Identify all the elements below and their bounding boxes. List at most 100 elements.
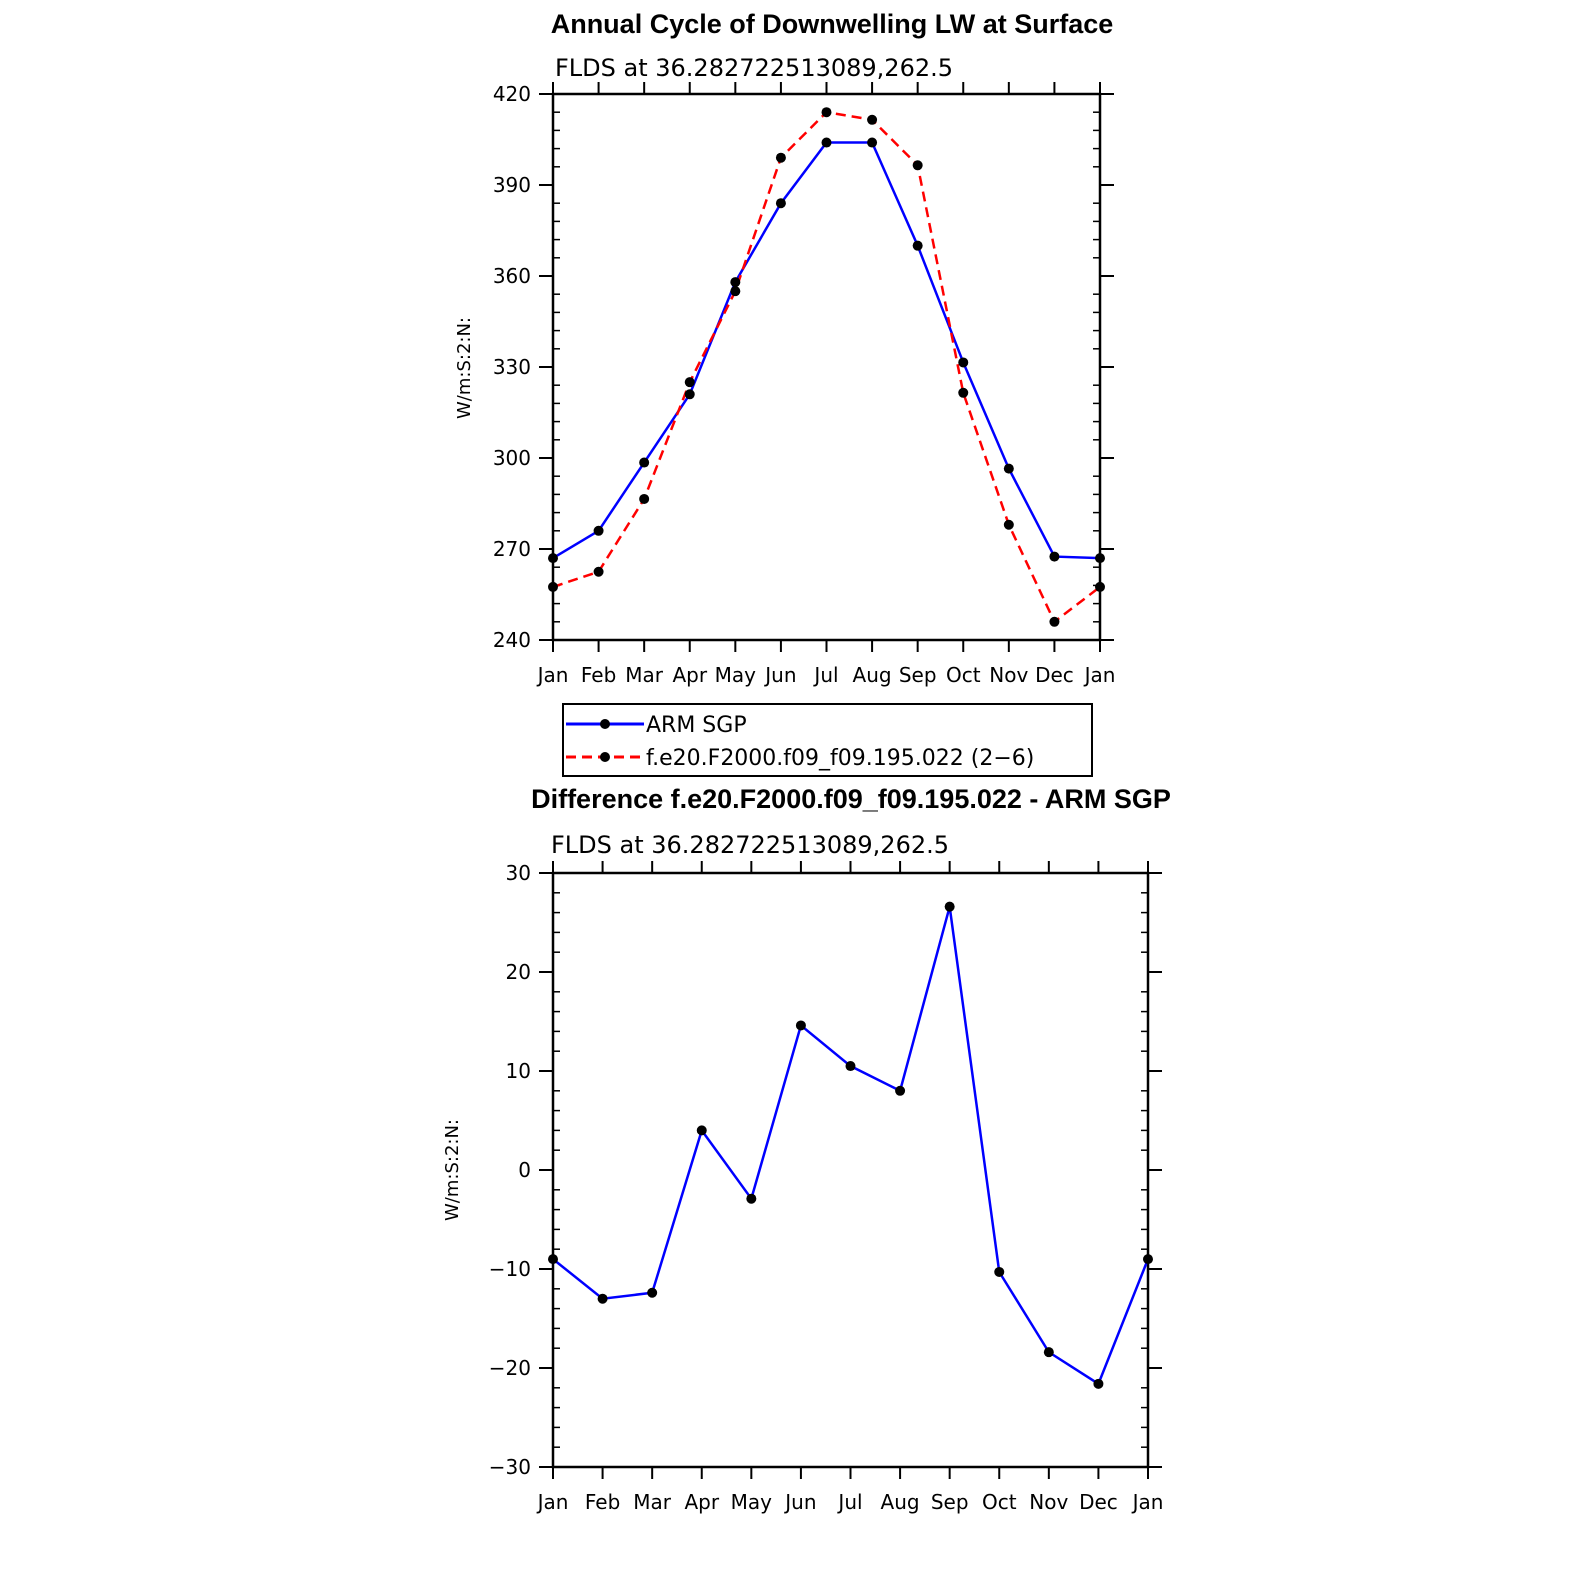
x-tick-label: Sep	[899, 663, 937, 687]
data-point	[821, 137, 832, 148]
y-tick-label: 270	[493, 537, 531, 561]
x-tick-label: Jan	[536, 663, 569, 687]
y-tick-label: 240	[493, 628, 531, 652]
data-point	[775, 152, 786, 163]
chart-1-tick-labels: Jan Feb Mar Apr May Jun Jul Aug Sep Oct Nov Dec Jan2…	[493, 82, 1116, 687]
x-tick-label: Jan	[536, 1490, 569, 1514]
legend-marker-arm-sgp	[600, 719, 610, 729]
x-tick-label: Apr	[672, 663, 707, 687]
plot-frame	[551, 871, 1150, 1469]
y-tick-label: 420	[493, 82, 531, 106]
x-tick-label: Oct	[946, 663, 981, 687]
data-point	[548, 1254, 558, 1265]
chart-1-title: Annual Cycle of Downwelling LW at Surfac…	[551, 9, 1114, 39]
data-point	[1049, 551, 1060, 562]
x-tick-label: Oct	[982, 1490, 1017, 1514]
x-tick-label: Feb	[581, 663, 616, 687]
data-point	[1003, 519, 1014, 530]
chart-1: Annual Cycle of Downwelling LW at Surfac…	[454, 9, 1115, 687]
chart-2-title: Difference f.e20.F2000.f09_f09.195.022 -…	[531, 784, 1171, 814]
y-tick-label: 360	[493, 264, 531, 288]
x-tick-label: Aug	[881, 1490, 920, 1514]
x-tick-label: May	[715, 663, 757, 687]
x-tick-label: May	[731, 1490, 773, 1514]
data-point	[895, 1085, 906, 1096]
series-line-1	[552, 110, 1101, 624]
y-tick-label: −30	[489, 1455, 531, 1479]
x-tick-label: Aug	[853, 663, 892, 687]
data-point	[696, 1125, 707, 1136]
data-point	[845, 1061, 856, 1072]
data-point	[639, 457, 650, 468]
data-point	[730, 277, 741, 288]
x-tick-label: Apr	[684, 1490, 719, 1514]
data-point	[775, 198, 786, 209]
data-point	[597, 1293, 608, 1304]
x-tick-label: Mar	[633, 1490, 672, 1514]
data-point	[867, 114, 878, 125]
chart-2-axes	[539, 861, 1162, 1479]
data-point	[1095, 553, 1105, 564]
data-point	[1143, 1254, 1153, 1265]
x-tick-label: Jun	[763, 663, 796, 687]
x-tick-label: Nov	[989, 663, 1028, 687]
data-point	[1093, 1378, 1104, 1389]
data-point	[912, 160, 923, 171]
data-point	[548, 553, 558, 564]
legend-label-arm-sgp: ARM SGP	[646, 713, 747, 738]
chart-2-subtitle: FLDS at 36.282722513089,262.5	[551, 831, 949, 859]
data-point	[958, 387, 969, 398]
x-tick-label: Jul	[812, 663, 838, 687]
chart-2-ylabel: W/m:S:2:N:	[442, 1119, 463, 1221]
data-point	[1049, 616, 1060, 627]
series-line-0	[552, 906, 1150, 1386]
data-point	[730, 286, 741, 297]
data-point	[867, 137, 878, 148]
data-point	[593, 566, 604, 577]
data-point	[958, 357, 969, 368]
data-point	[821, 107, 832, 118]
chart-2-tick-labels: Jan Feb Mar Apr May Jun Jul Aug Sep Oct Nov Dec Jan−…	[489, 861, 1164, 1514]
legend-label-model: f.e20.F2000.f09_f09.195.022 (2−6)	[646, 746, 1034, 771]
y-tick-label: −20	[489, 1356, 531, 1380]
y-tick-label: −10	[489, 1257, 531, 1281]
legend: ARM SGP f.e20.F2000.f09_f09.195.022 (2−6…	[562, 703, 1093, 777]
y-tick-label: 30	[506, 861, 531, 885]
x-tick-label: Jun	[783, 1490, 816, 1514]
y-tick-label: 300	[493, 446, 531, 470]
chart-1-ylabel: W/m:S:2:N:	[454, 317, 475, 419]
data-point	[944, 901, 955, 912]
x-tick-label: Jan	[1131, 1490, 1164, 1514]
y-tick-label: 390	[493, 173, 531, 197]
y-tick-label: 10	[506, 1059, 531, 1083]
data-point	[684, 389, 695, 400]
data-point	[994, 1266, 1005, 1277]
x-tick-label: Sep	[931, 1490, 969, 1514]
x-tick-label: Feb	[585, 1490, 620, 1514]
series-line-0	[552, 141, 1101, 560]
y-tick-label: 330	[493, 355, 531, 379]
data-point	[912, 240, 923, 251]
x-tick-label: Jul	[836, 1490, 862, 1514]
y-tick-label: 20	[506, 960, 531, 984]
chart-2: Difference f.e20.F2000.f09_f09.195.022 -…	[442, 784, 1171, 1514]
x-tick-label: Jan	[1083, 663, 1116, 687]
data-point	[639, 493, 650, 504]
chart-1-axes	[539, 82, 1114, 652]
data-point	[746, 1193, 757, 1204]
data-point	[1003, 463, 1014, 474]
x-tick-label: Nov	[1029, 1490, 1068, 1514]
data-point	[795, 1020, 806, 1031]
data-point	[647, 1287, 658, 1298]
legend-marker-model	[600, 752, 610, 762]
chart-2-series	[548, 901, 1153, 1389]
x-tick-label: Dec	[1079, 1490, 1118, 1514]
data-point	[1095, 581, 1105, 592]
data-point	[1043, 1347, 1054, 1358]
x-tick-label: Dec	[1035, 663, 1074, 687]
chart-1-subtitle: FLDS at 36.282722513089,262.5	[555, 54, 953, 82]
data-point	[593, 525, 604, 536]
plot-frame	[551, 92, 1102, 642]
chart-1-series	[548, 107, 1105, 627]
